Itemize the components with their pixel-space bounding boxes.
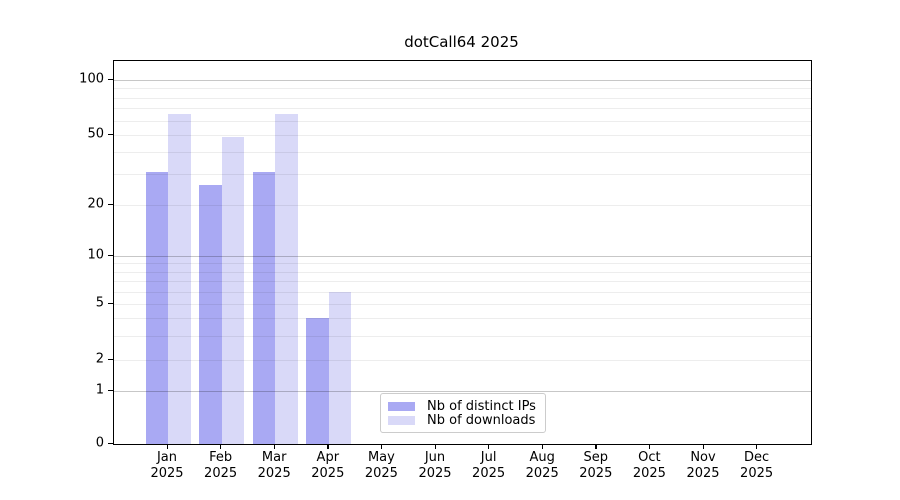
x-tick-sep	[595, 444, 597, 449]
legend-swatch-distinct-ips	[388, 401, 415, 411]
month-label: Oct	[638, 450, 661, 465]
x-tick-feb	[220, 444, 222, 449]
y-tick-label-100: 100	[79, 71, 104, 87]
x-tick-label-may: May 2025	[351, 450, 411, 482]
x-tick-dec	[756, 444, 758, 449]
year-label: 2025	[632, 466, 666, 481]
y-tick-10	[108, 254, 113, 256]
legend: Nb of distinct IPs Nb of downloads	[380, 393, 546, 433]
month-label: Feb	[209, 450, 233, 465]
y-tick-label-10: 10	[87, 247, 104, 263]
x-tick-label-jun: Jun 2025	[405, 450, 465, 482]
bars-layer	[114, 61, 811, 444]
y-tick-label-50: 50	[87, 126, 104, 142]
y-tick-5	[108, 302, 113, 305]
x-tick-label-jan: Jan 2025	[137, 450, 197, 482]
month-label: Sep	[583, 450, 609, 465]
legend-swatch-downloads	[388, 415, 415, 425]
month-label: Jun	[424, 450, 446, 465]
x-tick-label-nov: Nov 2025	[673, 450, 733, 482]
y-tick-2	[108, 358, 113, 361]
year-label: 2025	[204, 466, 238, 481]
x-tick-label-sep: Sep 2025	[566, 450, 626, 482]
x-tick-nov	[702, 444, 704, 449]
x-tick-label-aug: Aug 2025	[512, 450, 572, 482]
x-tick-jun	[434, 444, 436, 449]
y-tick-label-1: 1	[95, 382, 104, 398]
x-tick-label-oct: Oct 2025	[619, 450, 679, 482]
legend-entry-downloads: Nb of downloads	[388, 412, 537, 428]
y-tick-label-5: 5	[95, 295, 104, 311]
bar-distinct-ips-mar	[252, 171, 276, 444]
bar-distinct-ips-jan	[145, 171, 168, 444]
year-label: 2025	[257, 466, 291, 481]
year-label: 2025	[472, 466, 506, 481]
year-label: 2025	[525, 466, 559, 481]
month-label: Jan	[156, 450, 178, 465]
y-tick-20	[108, 203, 113, 206]
bar-downloads-mar	[275, 114, 298, 444]
bar-downloads-apr	[328, 291, 352, 444]
legend-entry-distinct-ips: Nb of distinct IPs	[388, 398, 537, 414]
year-label: 2025	[740, 466, 774, 481]
y-tick-1	[108, 389, 113, 391]
x-tick-label-mar: Mar 2025	[244, 450, 304, 482]
y-tick-100	[108, 78, 113, 80]
y-tick-label-20: 20	[87, 196, 104, 212]
x-tick-jul	[488, 444, 490, 449]
year-label: 2025	[579, 466, 613, 481]
y-tick-0	[108, 442, 113, 444]
y-tick-label-0: 0	[95, 435, 104, 451]
y-tick-50	[108, 133, 113, 135]
x-tick-mar	[273, 444, 275, 449]
year-label: 2025	[150, 466, 184, 481]
year-label: 2025	[686, 466, 720, 481]
bar-distinct-ips-apr	[306, 317, 329, 444]
year-label: 2025	[311, 466, 345, 481]
month-label: Dec	[744, 450, 770, 465]
legend-label-distinct-ips: Nb of distinct IPs	[427, 398, 536, 414]
bar-distinct-ips-feb	[199, 185, 222, 444]
month-label: Aug	[529, 450, 555, 465]
x-tick-may	[380, 444, 383, 449]
month-label: Jul	[480, 450, 497, 465]
x-tick-apr	[327, 444, 329, 449]
chart-title: dotCall64 2025	[404, 33, 519, 51]
x-tick-oct	[648, 444, 651, 449]
x-tick-label-dec: Dec 2025	[727, 450, 787, 482]
x-tick-jan	[166, 444, 168, 449]
month-label: May	[367, 450, 395, 465]
x-tick-label-jul: Jul 2025	[459, 450, 519, 482]
year-label: 2025	[364, 466, 398, 481]
x-tick-aug	[541, 444, 543, 449]
month-label: Nov	[690, 450, 716, 465]
x-tick-label-feb: Feb 2025	[191, 450, 251, 482]
plot-area: Nb of distinct IPs Nb of downloads	[113, 60, 812, 445]
bar-downloads-feb	[221, 136, 245, 444]
year-label: 2025	[418, 466, 452, 481]
legend-label-downloads: Nb of downloads	[427, 412, 536, 428]
bar-downloads-jan	[168, 114, 191, 444]
x-tick-label-apr: Apr 2025	[298, 450, 358, 482]
month-label: Apr	[316, 450, 340, 465]
month-label: Mar	[261, 450, 287, 465]
y-tick-label-2: 2	[95, 351, 104, 367]
